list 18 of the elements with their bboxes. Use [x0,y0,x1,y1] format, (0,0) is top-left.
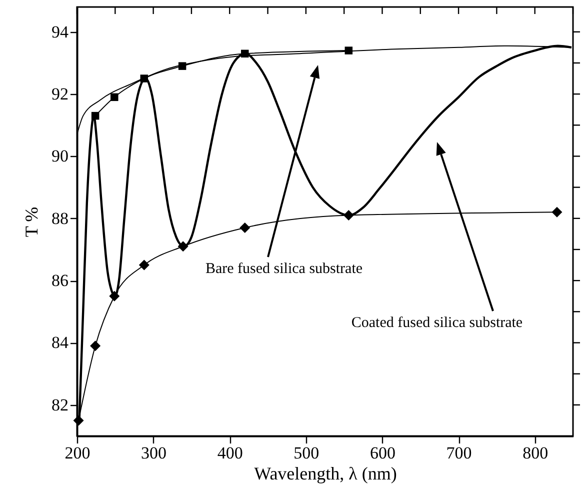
x-tick-label: 200 [64,444,90,462]
annotation: Bare fused silica substrate [205,261,363,277]
annotation: Coated fused silica substrate [351,315,523,331]
x-tick-label: 500 [294,444,320,462]
y-tick-label: 90 [52,146,68,166]
y-tick-label: 94 [52,22,69,42]
y-tick-label: 92 [52,84,68,104]
x-tick-label: 700 [446,444,472,462]
x-tick-label: 800 [522,444,548,462]
y-tick-label: 84 [52,333,69,352]
y-axis-title: T % [22,206,42,238]
x-tick-label: 300 [141,444,167,462]
y-tick-label: 82 [52,395,68,414]
x-tick-label: 400 [217,444,243,462]
x-axis-title: Wavelength, λ (nm) [254,464,397,484]
y-tick-label: 86 [52,271,68,290]
y-tick-label: 88 [52,208,68,228]
x-tick-label: 600 [370,444,396,462]
